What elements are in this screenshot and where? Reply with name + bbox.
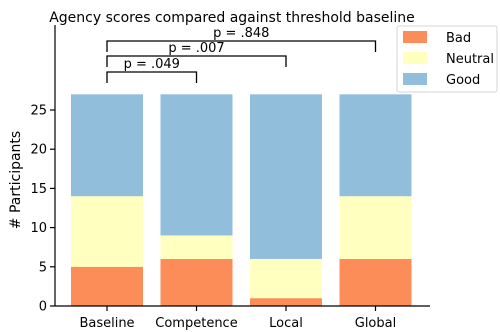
bar-local-bad — [250, 298, 322, 306]
bar-competence-good — [160, 94, 233, 236]
y-tick-label-20: 20 — [30, 143, 47, 158]
y-axis-label: # Participants — [8, 131, 24, 229]
p-value-label-1: p = .049 — [124, 57, 180, 72]
bar-local-good — [250, 94, 322, 259]
p-value-label-2: p = .007 — [168, 41, 224, 56]
significance-bracket-2 — [106, 55, 287, 67]
significance-bracket-1 — [106, 71, 198, 83]
bars-layer — [71, 94, 412, 306]
significance-bracket-3 — [106, 40, 377, 52]
x-tick-label-global: Global — [355, 316, 396, 331]
y-tick-label-10: 10 — [30, 221, 47, 236]
y-tick-label-25: 25 — [30, 104, 47, 119]
bar-global-good — [339, 94, 412, 197]
legend-label-neutral: Neutral — [446, 52, 494, 67]
axes-layer: 0 5 10 15 20 25 Baseline Competence Local Global — [30, 25, 430, 331]
chart-title: Agency scores compared against threshold… — [49, 10, 415, 26]
bar-baseline-good — [71, 94, 143, 197]
p-value-label-3: p = .848 — [213, 26, 269, 41]
legend-label-good: Good — [446, 73, 480, 88]
bar-global-bad — [339, 258, 412, 306]
x-tick-label-competence: Competence — [155, 316, 237, 331]
legend-swatch-bad — [403, 31, 427, 43]
bar-global-neutral — [339, 196, 412, 259]
x-tick-label-baseline: Baseline — [79, 316, 134, 331]
bar-baseline-bad — [71, 266, 143, 306]
bar-competence-neutral — [160, 235, 233, 259]
legend: Bad Neutral Good — [396, 25, 498, 93]
x-tick-label-local: Local — [269, 316, 303, 331]
bar-local-neutral — [250, 258, 322, 299]
y-tick-label-5: 5 — [39, 260, 47, 275]
y-tick-label-15: 15 — [30, 182, 47, 197]
legend-label-bad: Bad — [446, 31, 471, 46]
bar-baseline-neutral — [71, 196, 143, 267]
y-tick-label-0: 0 — [39, 300, 47, 315]
legend-swatch-good — [403, 73, 427, 85]
bar-competence-bad — [160, 258, 233, 306]
legend-swatch-neutral — [403, 52, 427, 64]
